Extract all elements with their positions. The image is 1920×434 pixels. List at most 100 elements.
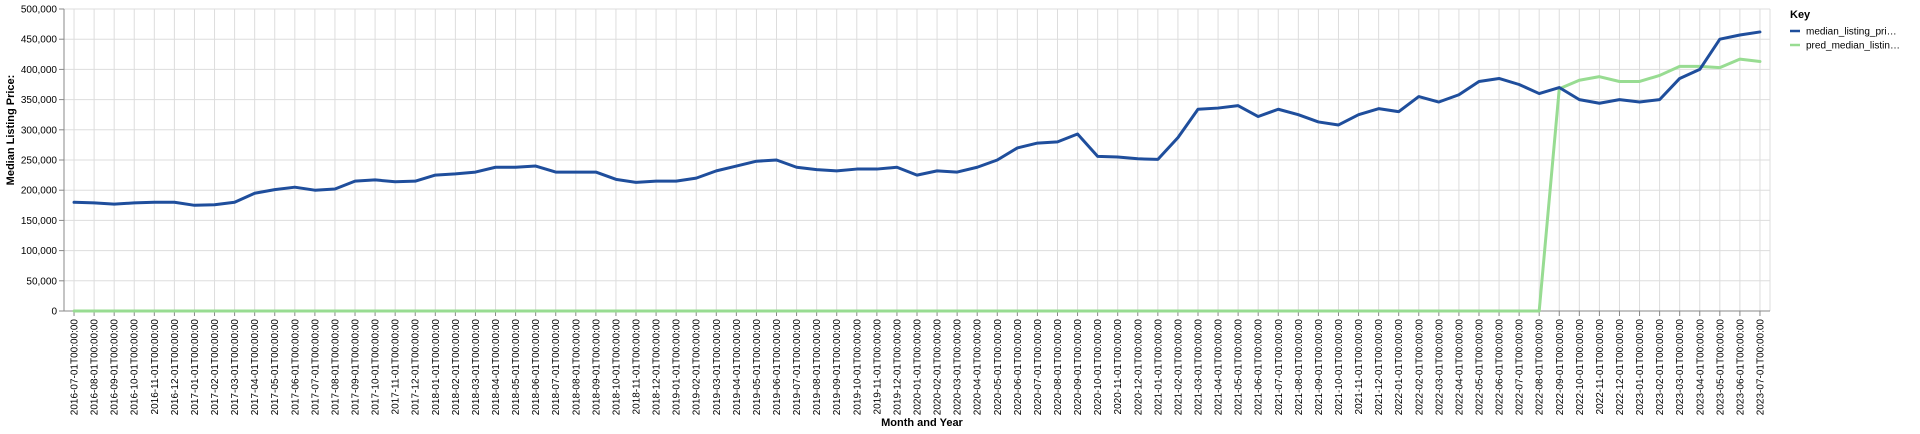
x-tick-label: 2023-01-01T00:00:00 — [1635, 319, 1646, 416]
x-tick-label: 2022-01-01T00:00:00 — [1394, 319, 1405, 416]
x-tick-label: 2018-10-01T00:00:00 — [611, 319, 622, 416]
x-tick-label: 2016-09-01T00:00:00 — [110, 319, 121, 416]
x-tick-label: 2019-03-01T00:00:00 — [712, 319, 723, 416]
x-tick-label: 2019-06-01T00:00:00 — [772, 319, 783, 416]
x-tick-label: 2019-05-01T00:00:00 — [752, 319, 763, 416]
x-tick-label: 2017-09-01T00:00:00 — [351, 319, 362, 416]
x-tick-label: 2018-07-01T00:00:00 — [551, 319, 562, 416]
x-tick-label: 2021-07-01T00:00:00 — [1274, 319, 1285, 416]
x-tick-label: 2021-06-01T00:00:00 — [1254, 319, 1265, 416]
x-tick-label: 2016-08-01T00:00:00 — [90, 319, 101, 416]
x-tick-label: 2022-03-01T00:00:00 — [1434, 319, 1445, 416]
x-tick-label: 2017-07-01T00:00:00 — [310, 319, 321, 416]
x-tick-label: 2017-12-01T00:00:00 — [411, 319, 422, 416]
y-tick-label: 150,000 — [21, 216, 58, 227]
x-tick-label: 2020-03-01T00:00:00 — [953, 319, 964, 416]
x-tick-label: 2021-04-01T00:00:00 — [1214, 319, 1225, 416]
x-tick-label: 2018-01-01T00:00:00 — [431, 319, 442, 416]
y-axis: 0 50,000 100,000 150,000 200,000 250,000 300,0… — [21, 5, 64, 318]
x-tick-label: 2020-05-01T00:00:00 — [993, 319, 1004, 416]
y-tick-label: 350,000 — [21, 95, 58, 106]
x-tick-label: 2018-12-01T00:00:00 — [652, 319, 663, 416]
x-tick-label: 2017-06-01T00:00:00 — [290, 319, 301, 416]
x-tick-label: 2017-01-01T00:00:00 — [190, 319, 201, 416]
x-tick-label: 2020-01-01T00:00:00 — [913, 319, 924, 416]
x-tick-label: 2020-02-01T00:00:00 — [933, 319, 944, 416]
x-tick-label: 2022-11-01T00:00:00 — [1595, 319, 1606, 415]
x-tick-label: 2018-08-01T00:00:00 — [571, 319, 582, 416]
x-tick-label: 2021-01-01T00:00:00 — [1153, 319, 1164, 416]
x-tick-label: 2017-03-01T00:00:00 — [230, 319, 241, 416]
x-tick-label: 2017-11-01T00:00:00 — [391, 319, 402, 415]
x-tick-label: 2016-11-01T00:00:00 — [150, 319, 161, 415]
x-tick-label: 2020-04-01T00:00:00 — [973, 319, 984, 416]
x-tick-label: 2021-02-01T00:00:00 — [1173, 319, 1184, 416]
x-tick-label: 2021-12-01T00:00:00 — [1374, 319, 1385, 416]
x-tick-label: 2016-12-01T00:00:00 — [170, 319, 181, 416]
x-tick-label: 2018-04-01T00:00:00 — [491, 319, 502, 416]
x-tick-label: 2021-09-01T00:00:00 — [1314, 319, 1325, 416]
y-axis-title: Median Listing Price: — [5, 75, 17, 186]
x-tick-label: 2016-07-01T00:00:00 — [70, 319, 81, 416]
y-tick-label: 200,000 — [21, 186, 58, 197]
x-tick-label: 2022-08-01T00:00:00 — [1535, 319, 1546, 416]
x-tick-label: 2022-12-01T00:00:00 — [1615, 319, 1626, 416]
x-tick-label: 2021-11-01T00:00:00 — [1354, 319, 1365, 415]
x-tick-label: 2018-09-01T00:00:00 — [591, 319, 602, 416]
x-tick-label: 2017-08-01T00:00:00 — [330, 319, 341, 416]
legend: Key median_listing_pri… pred_median_listi… — [1790, 9, 1900, 52]
x-tick-label: 2019-10-01T00:00:00 — [852, 319, 863, 416]
x-tick-label: 2021-10-01T00:00:00 — [1334, 319, 1345, 416]
x-tick-label: 2020-07-01T00:00:00 — [1033, 319, 1044, 416]
x-tick-label: 2022-10-01T00:00:00 — [1575, 319, 1586, 416]
x-tick-label: 2017-02-01T00:00:00 — [210, 319, 221, 416]
x-tick-label: 2018-03-01T00:00:00 — [471, 319, 482, 416]
x-tick-label: 2019-02-01T00:00:00 — [692, 319, 703, 416]
x-tick-label: 2020-10-01T00:00:00 — [1093, 319, 1104, 416]
x-tick-label: 2020-11-01T00:00:00 — [1113, 319, 1124, 415]
x-tick-label: 2023-05-01T00:00:00 — [1715, 319, 1726, 416]
x-tick-label: 2019-12-01T00:00:00 — [892, 319, 903, 416]
grid-lines — [64, 9, 1770, 311]
x-tick-label: 2023-06-01T00:00:00 — [1735, 319, 1746, 416]
y-tick-label: 250,000 — [21, 156, 58, 167]
x-tick-label: 2023-02-01T00:00:00 — [1655, 319, 1666, 416]
x-tick-label: 2020-09-01T00:00:00 — [1073, 319, 1084, 416]
legend-label: pred_median_listin… — [1806, 41, 1900, 52]
x-axis: 2016-07-01T00:00:00 2016-08-01T00:00:00 20… — [64, 311, 1770, 415]
legend-label: median_listing_pri… — [1806, 27, 1897, 38]
x-tick-label: 2017-10-01T00:00:00 — [371, 319, 382, 416]
x-tick-label: 2022-04-01T00:00:00 — [1454, 319, 1465, 416]
y-tick-label: 300,000 — [21, 125, 58, 136]
y-tick-label: 450,000 — [21, 35, 58, 46]
x-tick-label: 2022-05-01T00:00:00 — [1474, 319, 1485, 416]
x-tick-label: 2019-01-01T00:00:00 — [672, 319, 683, 416]
x-tick-label: 2021-05-01T00:00:00 — [1234, 319, 1245, 416]
y-tick-label: 400,000 — [21, 65, 58, 76]
y-tick-label: 500,000 — [21, 5, 58, 16]
x-tick-label: 2018-05-01T00:00:00 — [511, 319, 522, 416]
y-tick-label: 50,000 — [26, 276, 57, 287]
x-tick-label: 2023-07-01T00:00:00 — [1755, 319, 1766, 416]
x-tick-label: 2019-07-01T00:00:00 — [792, 319, 803, 416]
x-tick-label: 2017-05-01T00:00:00 — [270, 319, 281, 416]
y-tick-label: 100,000 — [21, 246, 58, 257]
x-tick-label: 2019-08-01T00:00:00 — [812, 319, 823, 416]
x-tick-label: 2022-06-01T00:00:00 — [1495, 319, 1506, 416]
x-tick-label: 2022-07-01T00:00:00 — [1515, 319, 1526, 416]
x-tick-label: 2016-10-01T00:00:00 — [130, 319, 141, 416]
x-tick-label: 2021-08-01T00:00:00 — [1294, 319, 1305, 416]
x-tick-label: 2022-02-01T00:00:00 — [1414, 319, 1425, 416]
x-tick-label: 2019-09-01T00:00:00 — [832, 319, 843, 416]
x-tick-label: 2019-04-01T00:00:00 — [732, 319, 743, 416]
y-tick-label: 0 — [51, 307, 57, 318]
x-tick-label: 2023-04-01T00:00:00 — [1695, 319, 1706, 416]
x-tick-label: 2020-08-01T00:00:00 — [1053, 319, 1064, 416]
x-tick-label: 2018-02-01T00:00:00 — [451, 319, 462, 416]
x-tick-label: 2022-09-01T00:00:00 — [1555, 319, 1566, 416]
x-tick-label: 2019-11-01T00:00:00 — [872, 319, 883, 415]
x-tick-label: 2020-06-01T00:00:00 — [1013, 319, 1024, 416]
x-tick-label: 2020-12-01T00:00:00 — [1133, 319, 1144, 416]
x-axis-title: Month and Year — [881, 417, 963, 429]
